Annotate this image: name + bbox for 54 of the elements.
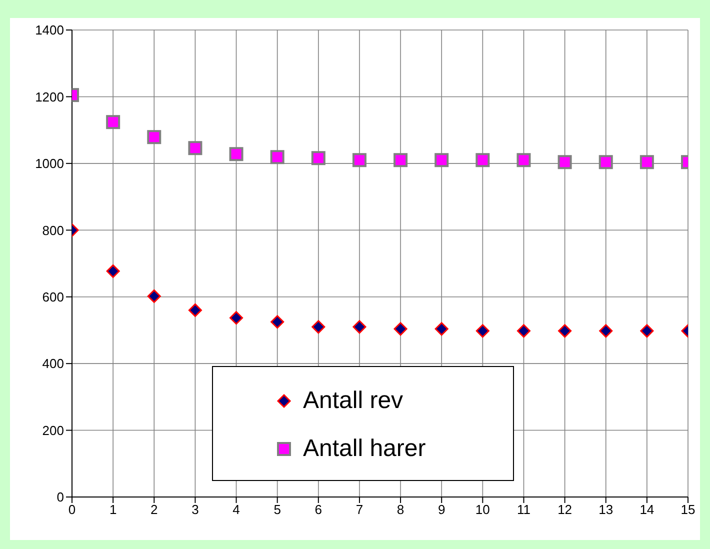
point (394, 153, 408, 168)
point (516, 324, 530, 338)
point (270, 315, 284, 329)
x-tick-label: 12 (558, 502, 572, 518)
x-tick-label: 4 (232, 502, 240, 518)
y-tick-label: 0 (56, 490, 64, 505)
legend-label: Antall rev (303, 387, 404, 415)
point (188, 141, 202, 156)
point (230, 311, 244, 325)
y-tick-label: 1000 (35, 156, 64, 172)
point (558, 324, 572, 338)
point (434, 153, 449, 168)
x-tick-label: 14 (640, 502, 654, 518)
point (394, 322, 408, 336)
x-tick-label: 0 (68, 502, 76, 518)
point (352, 153, 366, 168)
point (640, 155, 654, 170)
y-tick-label: 800 (42, 222, 64, 238)
y-tick-label: 200 (42, 422, 64, 438)
point (311, 151, 326, 166)
x-tick-label: 7 (356, 502, 364, 518)
point (270, 150, 284, 164)
y-tick-label: 1200 (35, 89, 64, 104)
y-tick-label: 400 (42, 356, 64, 372)
point (476, 153, 490, 168)
x-tick-label: 9 (438, 502, 446, 518)
x-tick-label: 11 (516, 502, 530, 518)
x-tick-label: 10 (475, 502, 490, 518)
point (147, 289, 161, 303)
x-tick-label: 5 (274, 502, 281, 518)
point (476, 324, 490, 338)
x-tick-label: 2 (150, 502, 158, 518)
legend-label: Antall harer (303, 435, 426, 463)
point (106, 264, 120, 278)
x-tick-label: 6 (314, 502, 322, 518)
point (599, 324, 613, 338)
x-tick-label: 8 (396, 502, 404, 518)
point (558, 155, 572, 170)
x-tick-label: 1 (109, 502, 117, 518)
point (147, 130, 162, 144)
point (598, 155, 613, 170)
y-tick-label: 600 (42, 289, 64, 304)
point (516, 153, 531, 168)
point (352, 320, 366, 334)
point (188, 303, 202, 317)
x-tick-label: 15 (680, 502, 696, 518)
point (229, 147, 244, 162)
point (434, 322, 448, 336)
point (312, 320, 326, 334)
x-tick-label: 13 (598, 502, 614, 518)
x-tick-label: 3 (192, 502, 199, 518)
point (640, 324, 654, 338)
y-tick-label: 1400 (35, 22, 64, 38)
point (106, 115, 120, 130)
